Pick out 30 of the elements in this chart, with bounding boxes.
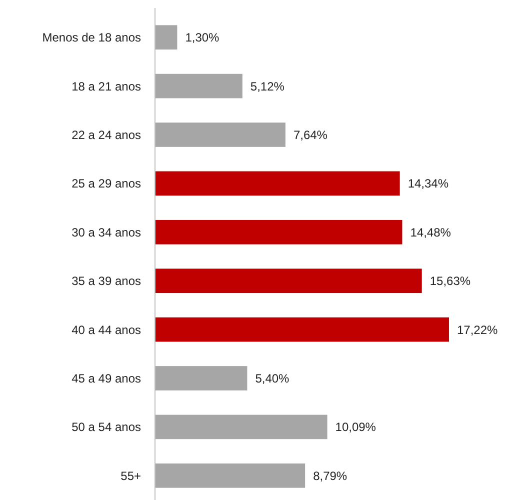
y-tick-label: 40 a 44 anos [72,322,141,337]
data-label: 17,22% [457,322,498,337]
data-label: 5,40% [255,371,290,386]
data-label: 15,63% [430,274,471,288]
data-label: 8,79% [313,468,348,483]
y-tick-label: 25 a 29 anos [72,176,141,191]
y-tick-label: 55+ [120,468,141,483]
data-label: 14,34% [408,176,449,191]
y-tick-label: 45 a 49 anos [72,371,141,386]
y-tick-label: 22 a 24 anos [72,128,141,142]
data-label: 7,64% [293,128,328,142]
bar [155,366,248,390]
y-tick-label: Menos de 18 anos [42,30,141,45]
bar [155,268,422,294]
y-tick-label: 30 a 34 anos [72,225,141,240]
y-tick-label: 18 a 21 anos [72,79,141,94]
data-label: 14,48% [410,225,452,240]
bar [155,74,242,98]
y-tick-label: 50 a 54 anos [72,420,141,434]
data-label: 5,12% [250,79,285,94]
bar [155,414,328,440]
data-label: 1,30% [185,30,220,45]
data-label: 10,09% [335,420,376,434]
bar [155,463,306,488]
bar [155,317,449,342]
bar [155,220,402,244]
bar [155,171,400,196]
bar [155,25,178,50]
bar [155,122,286,147]
y-tick-label: 35 a 39 anos [72,274,141,288]
